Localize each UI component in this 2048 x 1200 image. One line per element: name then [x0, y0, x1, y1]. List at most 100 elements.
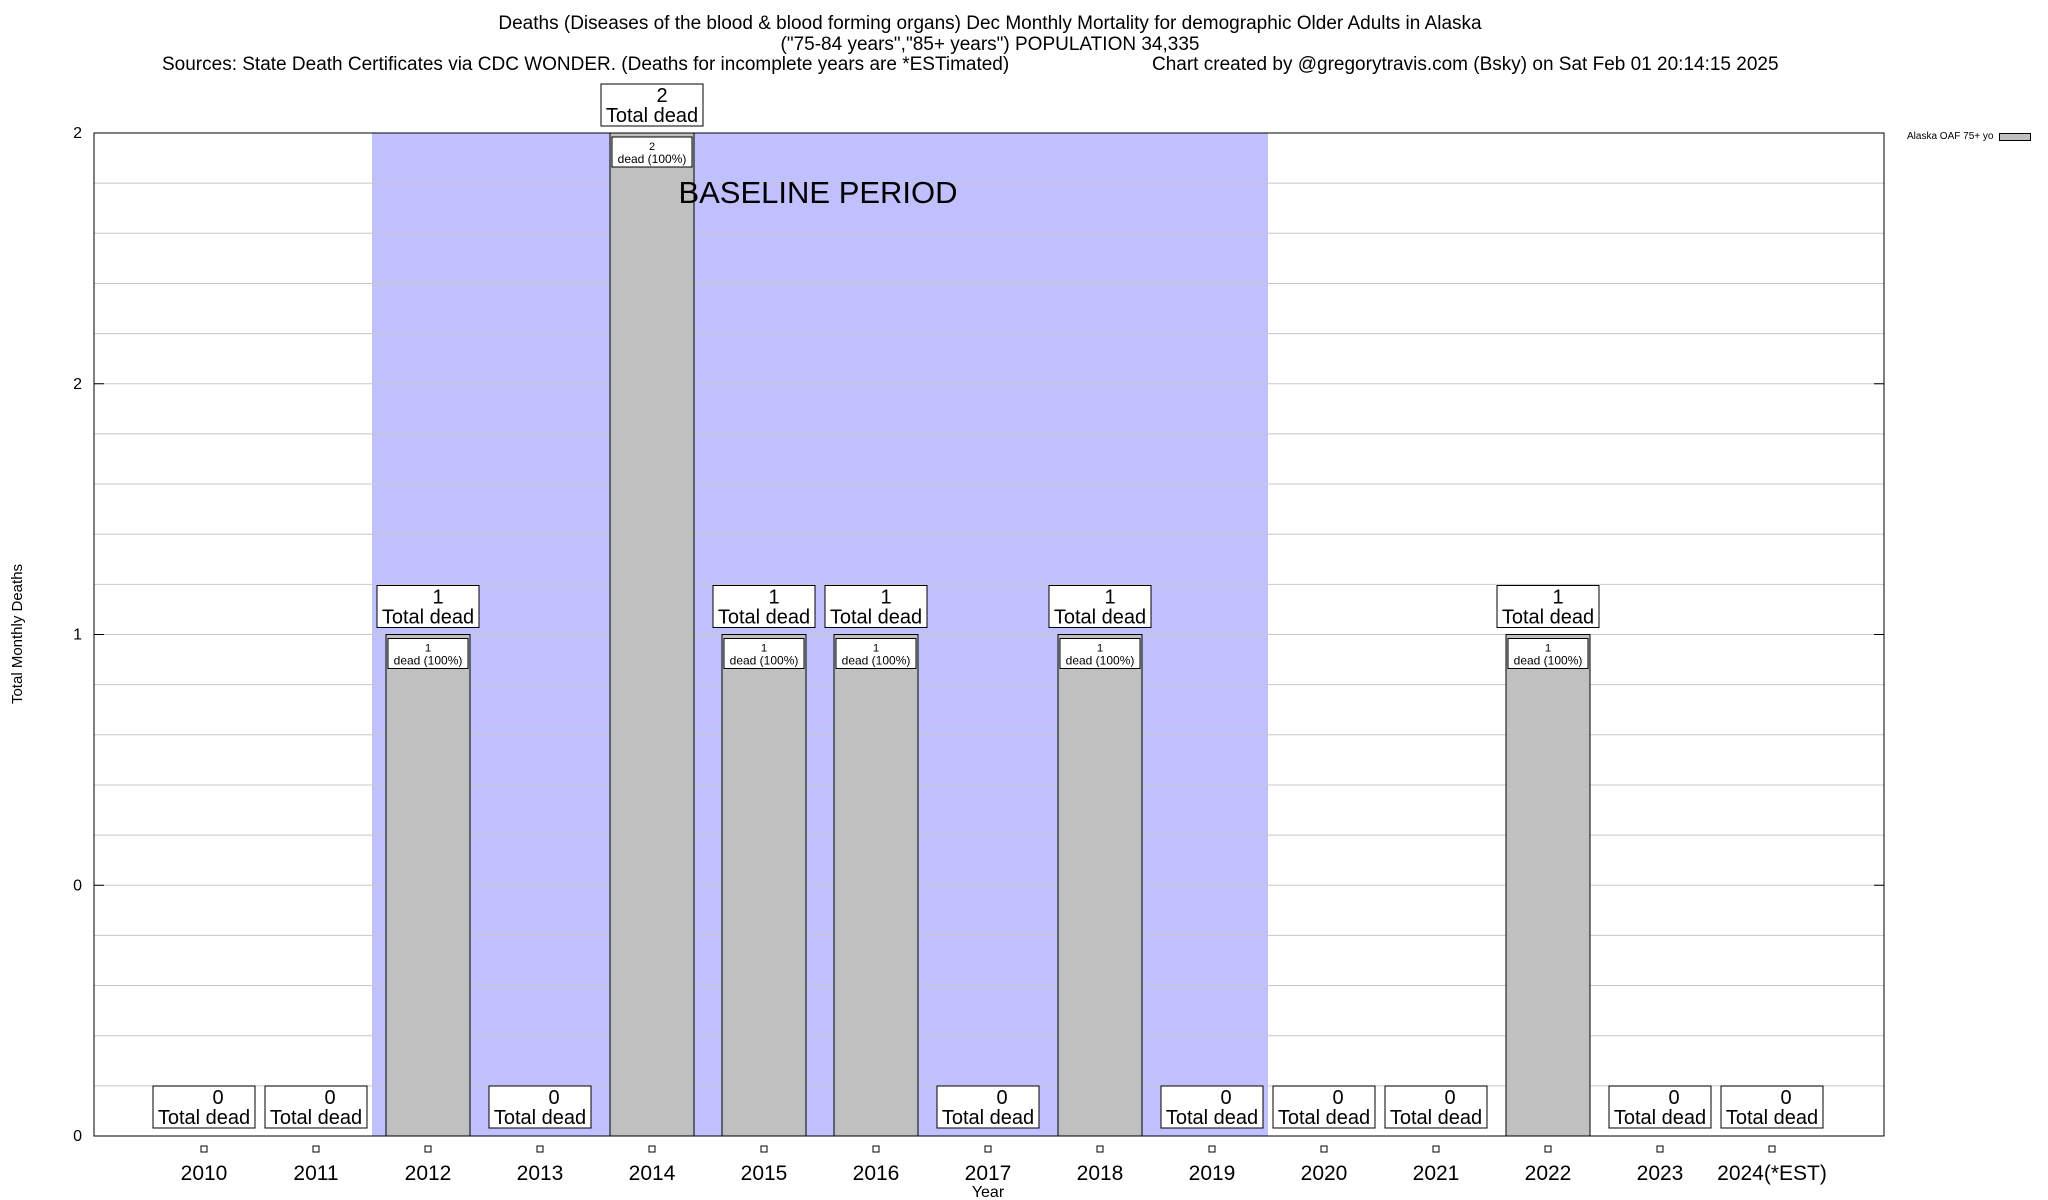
inner-label-box: [1059, 638, 1141, 669]
total-dead-label: Total dead: [1166, 1107, 1258, 1129]
total-dead-label: Total dead: [158, 1107, 250, 1129]
y-tick-label: 2: [73, 125, 82, 142]
total-count-label: 0: [212, 1087, 223, 1109]
total-count-label: 1: [1552, 587, 1563, 609]
total-label-box: [824, 585, 928, 628]
x-tick-marker: [312, 1145, 320, 1153]
x-tick-label: 2022: [1525, 1162, 1572, 1185]
total-dead-label: Total dead: [1278, 1107, 1370, 1129]
inner-count-label: 1: [1097, 643, 1103, 655]
x-tick-marker: [536, 1145, 544, 1153]
x-tick-marker: [1432, 1145, 1440, 1153]
inner-percent-label: dead (100%): [394, 654, 463, 668]
total-dead-label: Total dead: [270, 1107, 362, 1129]
x-tick-marker: [1096, 1145, 1104, 1153]
inner-percent-label: dead (100%): [618, 152, 687, 166]
total-label-box: [1720, 1085, 1824, 1129]
total-label-box: [488, 1085, 592, 1129]
x-axis-label: Year: [972, 1184, 1005, 1200]
x-tick-label: 2017: [965, 1162, 1012, 1185]
x-tick-marker: [1656, 1145, 1664, 1153]
x-tick-label: 2014: [629, 1162, 676, 1185]
inner-percent-label: dead (100%): [842, 654, 911, 668]
x-tick-label: 2016: [853, 1162, 900, 1185]
x-tick-marker: [648, 1145, 656, 1153]
inner-label-box: [723, 638, 805, 669]
total-label-box: [1384, 1085, 1488, 1129]
inner-percent-label: dead (100%): [1514, 654, 1583, 668]
x-tick-label: 2019: [1189, 1162, 1236, 1185]
total-dead-label: Total dead: [1390, 1107, 1482, 1129]
total-count-label: 1: [432, 587, 443, 609]
inner-count-label: 1: [761, 643, 767, 655]
total-label-box: [264, 1085, 368, 1129]
total-label-box: [1272, 1085, 1376, 1129]
total-dead-label: Total dead: [1054, 607, 1146, 629]
total-count-label: 0: [1444, 1087, 1455, 1109]
x-tick-label: 2011: [293, 1162, 338, 1185]
bar: [833, 634, 919, 1137]
total-dead-label: Total dead: [1614, 1107, 1706, 1129]
total-label-box: [1496, 585, 1600, 628]
inner-label-box: [611, 136, 693, 168]
bar: [721, 634, 807, 1137]
bar: [1057, 634, 1143, 1137]
x-tick-label: 2023: [1637, 1162, 1684, 1185]
x-tick-marker: [760, 1145, 768, 1153]
total-dead-label: Total dead: [494, 1107, 586, 1129]
total-dead-label: Total dead: [382, 607, 474, 629]
total-count-label: 0: [1780, 1087, 1791, 1109]
inner-count-label: 1: [873, 643, 879, 655]
bar: [385, 634, 471, 1137]
y-tick-label: 1: [73, 627, 82, 644]
total-count-label: 2: [656, 85, 667, 107]
x-tick-label: 2018: [1077, 1162, 1124, 1185]
inner-count-label: 1: [425, 643, 431, 655]
x-tick-marker: [872, 1145, 880, 1153]
x-tick-marker: [424, 1145, 432, 1153]
total-label-box: [1608, 1085, 1712, 1129]
total-count-label: 0: [996, 1087, 1007, 1109]
legend: Alaska OAF 75+ yo: [1907, 131, 2032, 142]
total-dead-label: Total dead: [606, 105, 698, 127]
total-label-box: [600, 83, 704, 127]
x-tick-label: 2012: [405, 1162, 452, 1185]
inner-percent-label: dead (100%): [1066, 654, 1135, 668]
x-tick-label: 2010: [181, 1162, 228, 1185]
x-tick-label: 2020: [1301, 1162, 1348, 1185]
x-tick-marker: [1544, 1145, 1552, 1153]
total-count-label: 1: [880, 587, 891, 609]
x-tick-label: 2013: [517, 1162, 564, 1185]
credit-text: Chart created by @gregorytravis.com (Bsk…: [1152, 54, 1779, 75]
total-label-box: [712, 585, 816, 628]
inner-label-box: [835, 638, 917, 669]
total-count-label: 0: [1332, 1087, 1343, 1109]
legend-swatch: [1999, 132, 2032, 141]
total-label-box: [376, 585, 480, 628]
x-tick-label: 2024(*EST): [1717, 1162, 1827, 1185]
total-label-box: [1048, 585, 1152, 628]
inner-label-box: [1507, 638, 1589, 669]
total-dead-label: Total dead: [718, 607, 810, 629]
total-label-box: [1160, 1085, 1264, 1129]
total-dead-label: Total dead: [1502, 607, 1594, 629]
total-count-label: 1: [1104, 587, 1115, 609]
total-label-box: [152, 1085, 256, 1129]
bar: [609, 132, 695, 1137]
total-count-label: 0: [1220, 1087, 1231, 1109]
y-axis-label: Total Monthly Deaths: [9, 564, 26, 704]
inner-label-box: [387, 638, 469, 669]
x-tick-marker: [1208, 1145, 1216, 1153]
chart-title: Deaths (Diseases of the blood & blood fo…: [498, 13, 1482, 34]
total-label-box: [936, 1085, 1040, 1129]
chart-subtitle: ("75-84 years","85+ years") POPULATION 3…: [780, 34, 1200, 55]
x-tick-marker: [984, 1145, 992, 1153]
y-tick-label: 0: [73, 877, 82, 894]
total-count-label: 0: [548, 1087, 559, 1109]
inner-count-label: 1: [1545, 643, 1551, 655]
baseline-label: BASELINE PERIOD: [678, 175, 957, 210]
x-tick-marker: [1768, 1145, 1776, 1153]
x-tick-label: 2021: [1413, 1162, 1460, 1185]
total-count-label: 0: [1668, 1087, 1679, 1109]
